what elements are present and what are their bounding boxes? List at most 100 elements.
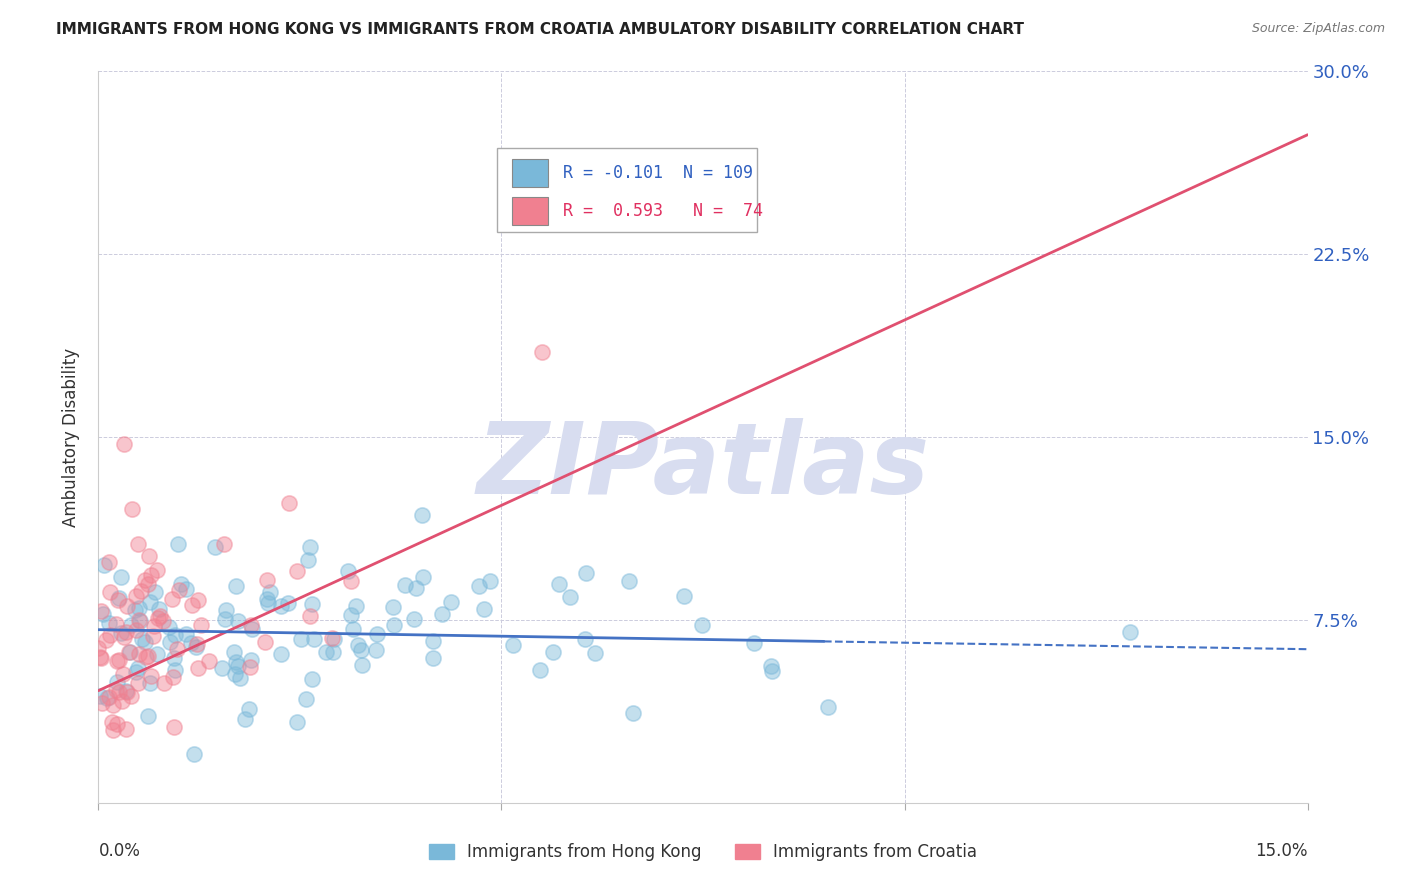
Point	[104, 616, 127, 631]
Point	[139, 595, 162, 609]
Point	[138, 648, 160, 663]
Point	[342, 622, 364, 636]
Point	[174, 582, 197, 596]
Point	[214, 603, 236, 617]
Point	[817, 699, 839, 714]
Point	[382, 599, 405, 614]
Point	[101, 715, 124, 730]
Point	[222, 645, 245, 659]
Point	[742, 636, 765, 650]
Point	[302, 632, 325, 646]
Point	[617, 574, 640, 588]
Point	[108, 652, 131, 666]
Point	[107, 591, 129, 605]
Point	[574, 632, 596, 646]
Point	[224, 666, 246, 681]
Point	[402, 612, 425, 626]
Point	[422, 650, 444, 665]
Point	[162, 591, 184, 606]
Point	[541, 645, 564, 659]
Text: R =  0.593   N =  74: R = 0.593 N = 74	[562, 202, 762, 220]
Point	[690, 617, 713, 632]
Point	[187, 593, 209, 607]
Point	[114, 625, 136, 640]
Point	[112, 667, 135, 681]
Point	[117, 684, 139, 698]
Point	[115, 599, 138, 613]
Point	[166, 536, 188, 550]
Point	[124, 590, 146, 604]
Point	[105, 675, 128, 690]
Point	[290, 632, 312, 646]
Point	[131, 632, 153, 646]
Point	[412, 570, 434, 584]
Point	[502, 638, 524, 652]
Point	[128, 601, 150, 615]
Point	[299, 608, 322, 623]
Point	[98, 627, 121, 641]
Point	[125, 665, 148, 680]
Point	[148, 602, 170, 616]
Point	[761, 659, 783, 673]
Point	[382, 617, 405, 632]
Point	[163, 663, 186, 677]
Point	[478, 574, 501, 588]
Point	[110, 570, 132, 584]
Point	[211, 661, 233, 675]
Point	[93, 558, 115, 573]
Point	[239, 659, 262, 673]
Point	[152, 676, 174, 690]
Point	[129, 614, 152, 628]
Point	[115, 723, 138, 737]
Point	[422, 633, 444, 648]
Point	[238, 702, 260, 716]
Point	[111, 694, 134, 708]
FancyBboxPatch shape	[498, 148, 758, 232]
Point	[134, 573, 156, 587]
Point	[225, 655, 247, 669]
Point	[225, 579, 247, 593]
Point	[256, 592, 278, 607]
Point	[277, 596, 299, 610]
Point	[366, 626, 388, 640]
FancyBboxPatch shape	[512, 159, 548, 187]
Point	[167, 582, 190, 597]
Point	[226, 614, 249, 628]
Point	[149, 608, 172, 623]
Point	[105, 717, 128, 731]
Point	[204, 540, 226, 554]
Point	[270, 599, 292, 614]
Point	[180, 636, 202, 650]
Point	[112, 630, 135, 644]
Text: Source: ZipAtlas.com: Source: ZipAtlas.com	[1251, 22, 1385, 36]
Point	[411, 508, 433, 522]
Point	[90, 604, 112, 618]
Point	[240, 652, 263, 666]
Point	[228, 671, 250, 685]
Point	[152, 615, 174, 629]
Point	[142, 629, 165, 643]
Point	[157, 620, 180, 634]
Point	[198, 655, 221, 669]
Point	[323, 632, 346, 646]
Point	[558, 590, 581, 604]
Point	[93, 607, 115, 621]
Point	[187, 661, 209, 675]
Point	[89, 690, 111, 704]
Point	[118, 645, 141, 659]
Y-axis label: Ambulatory Disability: Ambulatory Disability	[62, 348, 80, 526]
Text: R = -0.101  N = 109: R = -0.101 N = 109	[562, 164, 752, 182]
Point	[114, 683, 136, 698]
Point	[120, 689, 142, 703]
Point	[163, 720, 186, 734]
Point	[101, 698, 124, 712]
Point	[186, 637, 208, 651]
Point	[94, 632, 117, 647]
Point	[321, 631, 343, 645]
Point	[120, 617, 142, 632]
Point	[121, 501, 143, 516]
Point	[166, 642, 188, 657]
Point	[136, 577, 159, 591]
Point	[322, 645, 344, 659]
Point	[364, 643, 387, 657]
